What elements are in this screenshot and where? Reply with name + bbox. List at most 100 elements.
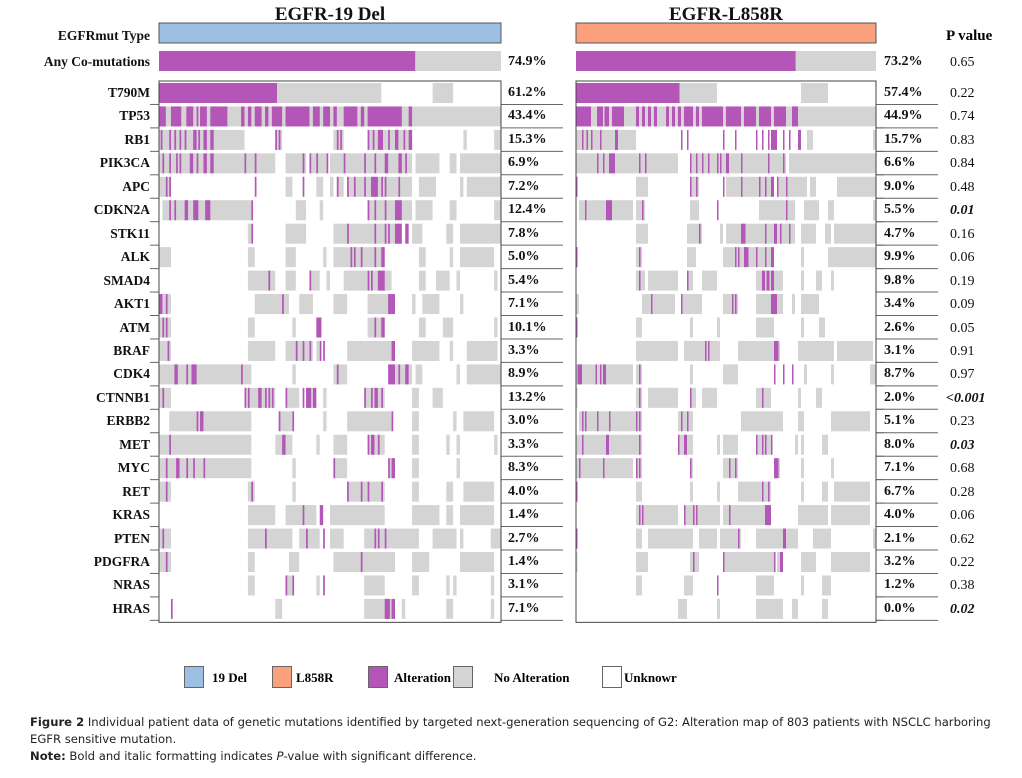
no-alteration-cell-nras <box>247 575 255 596</box>
alteration-cell-apc <box>759 176 761 197</box>
alteration-cell-pten <box>576 528 578 549</box>
alteration-cell-tp53 <box>684 106 693 127</box>
pvalue-hras: 0.02 <box>950 601 975 617</box>
no-alteration-cell-smad4 <box>816 270 822 291</box>
no-alteration-cell-braf <box>159 340 171 361</box>
no-alteration-cell-pik3ca <box>789 153 876 174</box>
pvalue-akt1: 0.09 <box>950 297 975 313</box>
no-alteration-cell-myc <box>292 458 296 479</box>
alteration-cell-cdk4 <box>639 364 641 385</box>
no-alteration-cell-nras <box>636 575 642 596</box>
alteration-cell-tp53 <box>254 106 262 127</box>
alteration-cell-cdkn2a <box>174 200 177 221</box>
alteration-cell-apc <box>786 176 788 197</box>
no-alteration-cell-cdk4 <box>466 364 501 385</box>
pct-del19-pten: 2.7% <box>508 530 540 546</box>
alteration-cell-met <box>678 434 680 455</box>
no-alteration-cell-stk11 <box>636 223 648 244</box>
no-alteration-cell-pten <box>648 528 693 549</box>
alteration-cell-myc <box>579 458 581 479</box>
no-alteration-cell-erbb2 <box>798 411 804 432</box>
pct-del19-smad4: 5.4% <box>508 272 540 288</box>
alteration-cell-pik3ca <box>720 153 722 174</box>
alteration-cell-alk <box>735 247 737 268</box>
no-alteration-cell-smad4 <box>418 270 426 291</box>
alteration-cell-rb1 <box>756 129 758 150</box>
alteration-cell-stk11 <box>741 223 746 244</box>
alteration-cell-ctnnb1 <box>285 387 288 408</box>
pct-l858r-ctnnb1: 2.0% <box>884 389 916 405</box>
alteration-cell-smad4 <box>639 270 641 291</box>
alteration-cell-alk <box>738 247 740 268</box>
no-alteration-cell-smad4 <box>285 270 296 291</box>
gene-label-ctnnb1: CTNNB1 <box>95 389 150 405</box>
no-alteration-cell-apc <box>347 176 413 197</box>
alteration-cell-tp53 <box>408 106 413 127</box>
alteration-cell-rb1 <box>408 129 413 150</box>
no-alteration-cell-ret <box>446 481 454 502</box>
alteration-cell-cdk4 <box>336 364 339 385</box>
no-alteration-cell-ret <box>292 481 296 502</box>
no-alteration-cell-pik3ca <box>449 153 457 174</box>
alteration-cell-met <box>771 434 773 455</box>
alteration-cell-kras <box>684 505 686 526</box>
alteration-cell-hras <box>391 598 395 619</box>
no-alteration-cell-erbb2 <box>278 411 293 432</box>
any-comutation-bar-del19 <box>159 51 416 71</box>
alteration-cell-cdkn2a <box>193 200 199 221</box>
no-alteration-cell-met <box>446 434 450 455</box>
no-alteration-cell-erbb2 <box>678 411 693 432</box>
pvalue-header: P value <box>946 28 993 44</box>
alteration-cell-hras <box>384 598 390 619</box>
no-alteration-cell-alk <box>285 247 296 268</box>
alteration-cell-smad4 <box>268 270 271 291</box>
egfr-type-bar-del19 <box>158 22 502 44</box>
no-alteration-cell-stk11 <box>446 223 454 244</box>
alteration-cell-pik3ca <box>244 153 247 174</box>
alteration-cell-ret <box>762 481 764 502</box>
alteration-cell-rb1 <box>591 129 593 150</box>
alteration-cell-met <box>367 434 370 455</box>
no-alteration-cell-pdgfra <box>247 552 255 572</box>
legend-label-unknown: Unknowr <box>624 670 677 685</box>
alteration-cell-cdkn2a <box>251 200 254 221</box>
alteration-cell-rb1 <box>771 129 777 150</box>
alteration-cell-erbb2 <box>639 411 641 432</box>
alteration-cell-tp53 <box>247 106 252 127</box>
alteration-cell-cdkn2a <box>384 200 387 221</box>
no-alteration-cell-stk11 <box>720 223 723 244</box>
no-alteration-cell-cdk4 <box>870 364 876 385</box>
alteration-cell-tp53 <box>759 106 771 127</box>
alteration-cell-rb1 <box>184 129 187 150</box>
no-alteration-cell-cdk4 <box>292 364 296 385</box>
no-alteration-cell-hras <box>401 598 406 619</box>
alteration-cell-erbb2 <box>609 411 611 432</box>
no-alteration-cell-apc <box>466 176 501 197</box>
gene-label-ret: RET <box>122 483 150 499</box>
alteration-cell-stk11 <box>384 223 387 244</box>
alteration-cell-braf <box>309 340 312 361</box>
no-alteration-cell-erbb2 <box>347 411 392 432</box>
no-alteration-cell-erbb2 <box>463 411 495 432</box>
alteration-cell-ctnnb1 <box>364 387 366 408</box>
pct-l858r-t790m: 57.4% <box>884 85 923 100</box>
alteration-cell-ctnnb1 <box>268 387 271 408</box>
no-alteration-cell-erbb2 <box>412 411 419 432</box>
no-alteration-cell-braf <box>412 340 440 361</box>
pct-del19-alk: 5.0% <box>508 249 540 265</box>
alteration-cell-cdkn2a <box>205 200 211 221</box>
alteration-cell-atm <box>316 317 322 338</box>
alteration-cell-kras <box>639 505 641 526</box>
alteration-cell-ctnnb1 <box>244 387 247 408</box>
no-alteration-cell-pten <box>756 528 795 549</box>
alteration-cell-tp53 <box>367 106 402 127</box>
pct-l858r-cdk4: 8.7% <box>884 366 916 382</box>
legend-label-alteration: Alteration <box>394 670 452 685</box>
no-alteration-cell-pik3ca <box>285 153 307 174</box>
alteration-cell-pten <box>265 528 267 549</box>
no-alteration-cell-alk <box>418 247 426 268</box>
pct-l858r-pik3ca: 6.6% <box>884 155 916 171</box>
no-alteration-cell-pten <box>412 528 419 549</box>
no-alteration-cell-nras <box>412 575 419 596</box>
no-alteration-cell-cdkn2a <box>295 200 307 221</box>
